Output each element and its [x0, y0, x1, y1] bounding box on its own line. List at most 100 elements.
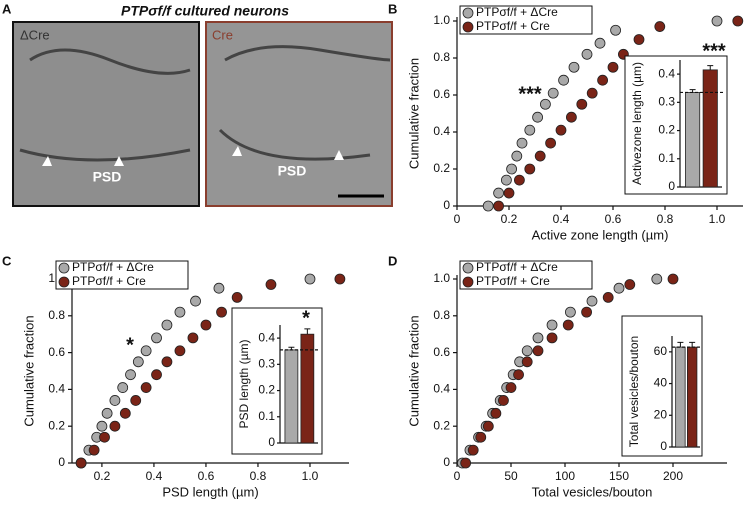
legend-marker: [58, 262, 70, 274]
y-tick-label: 0: [443, 198, 450, 212]
data-point: [304, 273, 316, 285]
data-point: [334, 273, 346, 285]
y-tick-label: 0.4: [433, 124, 450, 138]
data-point: [506, 163, 518, 175]
data-point: [200, 319, 212, 331]
y-axis-label: Cumulative fraction: [406, 58, 421, 169]
data-point: [602, 291, 614, 303]
x-tick-label: 0.4: [146, 469, 163, 483]
bar: [702, 69, 718, 188]
data-point: [125, 369, 136, 381]
micrograph: [205, 21, 393, 207]
y-tick-label: 1.0: [433, 271, 450, 285]
x-tick-label: 0: [454, 469, 461, 483]
annotation: ***: [702, 40, 726, 62]
legend-marker: [462, 276, 474, 288]
membrane: [19, 48, 191, 162]
y-tick-label: 0: [443, 455, 450, 469]
error-bar: [304, 328, 311, 335]
data-point: [521, 345, 533, 357]
legend-box: [459, 5, 593, 35]
y-axis-label: Activezone length (µm): [630, 62, 644, 185]
data-point: [505, 382, 517, 393]
y-tick-label: 0.4: [658, 66, 675, 80]
y-tick-label: 0.6: [433, 87, 450, 101]
data-point: [565, 306, 576, 318]
y-tick-label: 0.2: [433, 418, 450, 432]
panel-label: B: [388, 1, 397, 16]
data-point: [265, 279, 277, 290]
legend-label: PTPσf/f + ΔCre: [72, 260, 154, 274]
x-tick-label: 0.8: [250, 469, 267, 483]
data-point: [132, 356, 144, 368]
data-point: [586, 295, 598, 307]
x-tick-label: 150: [609, 469, 629, 483]
data-point: [581, 306, 592, 318]
data-point: [514, 174, 525, 186]
data-point: [117, 382, 129, 393]
data-point: [493, 200, 505, 212]
membrane: [218, 45, 391, 161]
y-tick-label: 0.8: [433, 50, 450, 64]
data-point: [500, 174, 512, 186]
arrowhead: [42, 156, 52, 166]
image-annotation: PSD: [278, 163, 307, 179]
data-point: [581, 48, 593, 60]
data-point: [540, 98, 551, 110]
legend-label: PTPσf/f + Cre: [476, 19, 550, 33]
data-point: [174, 345, 186, 357]
legend-marker: [462, 262, 474, 274]
arrowhead: [232, 146, 242, 156]
x-tick-label: 200: [663, 469, 683, 483]
data-point: [524, 124, 536, 136]
bar: [284, 349, 299, 444]
x-tick-label: 100: [555, 469, 575, 483]
data-point: [524, 163, 536, 175]
annotation: ***: [518, 83, 542, 105]
data-point: [654, 21, 666, 32]
y-tick-label: 0: [268, 435, 275, 449]
y-tick-label: 0.2: [258, 383, 275, 397]
y-tick-label: 0.1: [658, 151, 675, 165]
legend-box: [459, 260, 593, 290]
data-point: [109, 420, 121, 432]
data-point: [130, 395, 142, 406]
data-point: [174, 306, 186, 318]
y-tick-label: 0.8: [433, 308, 450, 322]
data-point: [151, 369, 162, 381]
arrowhead: [334, 150, 344, 160]
data-point: [213, 282, 225, 294]
data-point: [96, 420, 108, 432]
arrowhead: [114, 156, 124, 166]
data-point: [624, 279, 636, 290]
y-axis-label: Cumulative fraction: [406, 315, 421, 426]
y-tick-label: 0.3: [258, 357, 275, 371]
bar: [675, 346, 686, 448]
y-tick-label: 0.2: [658, 123, 675, 137]
y-tick-label: 0.8: [48, 308, 65, 322]
data-point: [475, 431, 487, 443]
y-tick-label: 0: [58, 455, 65, 469]
panel-label: D: [388, 253, 397, 268]
legend-label: PTPσf/f + Cre: [476, 274, 550, 288]
data-point: [534, 150, 546, 162]
image-label: ΔCre: [20, 27, 50, 42]
x-tick-label: 1.0: [302, 469, 319, 483]
data-point: [216, 306, 227, 318]
data-point: [490, 407, 502, 419]
data-point: [482, 200, 494, 212]
data-point: [493, 187, 505, 199]
legend-marker: [462, 7, 474, 19]
data-point: [532, 332, 544, 344]
x-tick-label: 0.6: [198, 469, 215, 483]
data-point: [667, 273, 679, 285]
panel-title: PTPσf/f cultured neurons: [121, 3, 289, 19]
data-point: [576, 98, 588, 110]
data-point: [88, 444, 100, 456]
y-tick-label: 0: [668, 179, 675, 193]
data-point: [99, 431, 110, 443]
data-point: [119, 407, 131, 419]
x-axis-label: PSD length (µm): [162, 484, 258, 499]
y-tick-label: 20: [654, 407, 668, 421]
legend-marker: [462, 21, 474, 33]
